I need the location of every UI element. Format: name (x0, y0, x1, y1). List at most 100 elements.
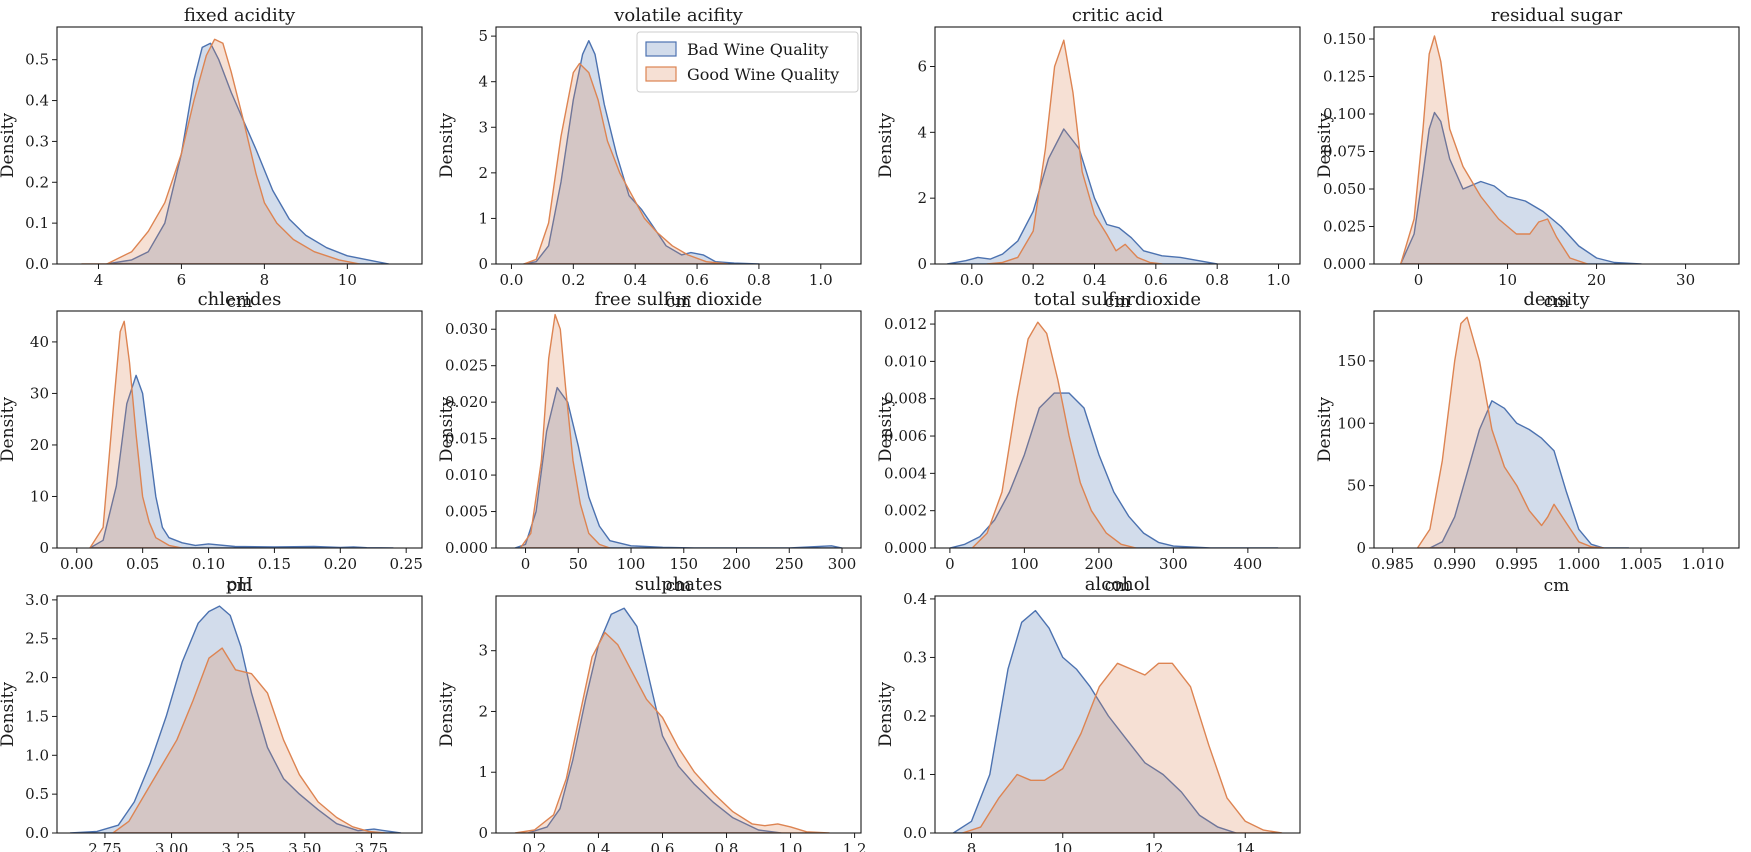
subplot-8: 2.75 3.00 3.25 3.50 3.75 0.0 0.5 1.0 1.5 2.0 2.5 3.… (0, 574, 423, 852)
subplot-title: total sulfurdioxide (1034, 289, 1201, 310)
y-tick-label: 0 (478, 255, 488, 273)
x-axis-label: cm (1544, 292, 1570, 312)
subplot-7: 0.985 0.990 0.995 1.000 1.005 1.010 0 50 100 150 d… (1315, 289, 1740, 596)
x-tick-label: 6 (177, 271, 187, 289)
y-axis-label: Density (1315, 396, 1335, 462)
legend-swatch-good (645, 66, 677, 82)
x-tick-label: 0.4 (1083, 271, 1107, 289)
x-tick-label: 1.010 (1682, 555, 1725, 573)
plot-frame (934, 595, 1301, 834)
y-tick-label: 0.075 (1323, 143, 1366, 161)
y-tick-label: 0.000 (445, 539, 488, 557)
subplot-0: 4 6 8 10 0.0 0.1 0.2 0.3 0.4 0.5 fixed acidity Dens… (0, 5, 423, 312)
x-tick-label: 8 (260, 271, 270, 289)
y-axis-label: Density (876, 681, 896, 747)
x-tick-label: 400 (1234, 555, 1263, 573)
legend-box (636, 31, 859, 93)
y-tick-label: 2 (478, 702, 488, 720)
y-tick-label: 0.025 (1323, 218, 1366, 236)
x-tick-label: 250 (775, 555, 804, 573)
y-tick-label: 3 (478, 642, 488, 660)
subplot-title: volatile acifity (613, 5, 743, 26)
y-tick-label: 1 (478, 763, 488, 781)
x-tick-label: 0.6 (685, 271, 709, 289)
x-tick-label: 100 (617, 555, 646, 573)
x-tick-label: 0.00 (60, 555, 93, 573)
density-area-bad (946, 128, 1218, 264)
subplot-title: free sulfur dioxide (595, 289, 763, 310)
y-tick-label: 3.0 (25, 591, 49, 609)
x-axis-label: cm (1544, 576, 1570, 596)
y-tick-label: 0.012 (884, 315, 927, 333)
x-axis-label: cm (666, 292, 692, 312)
y-axis-label: Density (0, 681, 18, 747)
x-tick-label: 4 (94, 271, 104, 289)
plot-frame (495, 595, 862, 834)
legend: Bad Wine Quality Good Wine Quality (636, 31, 859, 93)
y-axis-label: Density (1315, 112, 1335, 178)
y-axis-label: Density (437, 681, 457, 747)
y-tick-label: 0.050 (1323, 180, 1366, 198)
x-tick-label: 0.2 (1021, 271, 1045, 289)
x-axis-label: cm (227, 292, 253, 312)
density-area-bad (1400, 111, 1642, 264)
y-tick-label: 5 (478, 27, 488, 45)
y-axis-label: Density (0, 112, 18, 178)
x-tick-label: 0.8 (747, 271, 771, 289)
x-tick-label: 10 (338, 271, 357, 289)
y-tick-label: 10 (30, 487, 49, 505)
x-tick-label: 200 (722, 555, 751, 573)
density-area-good (112, 647, 386, 833)
x-tick-label: 0.4 (587, 840, 611, 852)
y-tick-label: 0.0 (25, 824, 49, 842)
y-axis-label: Density (876, 396, 896, 462)
density-area-good (514, 631, 830, 833)
legend-swatch-bad (645, 41, 677, 57)
y-tick-label: 0.010 (445, 466, 488, 484)
x-tick-label: 0.05 (126, 555, 159, 573)
y-tick-label: 0.1 (25, 214, 49, 232)
y-axis-label: Density (437, 112, 457, 178)
x-tick-label: 0.20 (324, 555, 357, 573)
density-area-good (89, 320, 183, 548)
x-tick-label: 200 (1085, 555, 1114, 573)
y-tick-label: 0 (39, 539, 49, 557)
x-tick-label: 0.6 (1144, 271, 1168, 289)
x-axis-label: cm (1105, 292, 1131, 312)
x-tick-label: 0.25 (389, 555, 422, 573)
plot-frame (934, 310, 1301, 549)
y-tick-label: 30 (30, 384, 49, 402)
y-tick-label: 2.0 (25, 669, 49, 687)
x-tick-label: 2.75 (88, 840, 121, 852)
x-tick-label: 300 (1159, 555, 1188, 573)
plot-frame (1373, 26, 1740, 265)
x-tick-label: 1.005 (1619, 555, 1662, 573)
y-tick-label: 0.000 (1323, 255, 1366, 273)
y-tick-label: 50 (1347, 477, 1366, 495)
x-tick-label: 100 (1010, 555, 1039, 573)
y-tick-label: 0.004 (884, 464, 927, 482)
y-tick-label: 0.030 (445, 320, 488, 338)
density-area-good (519, 313, 611, 548)
y-tick-label: 0.150 (1323, 30, 1366, 48)
y-tick-label: 0.008 (884, 390, 927, 408)
x-tick-label: 0.0 (500, 271, 524, 289)
x-tick-label: 0 (1414, 271, 1424, 289)
x-tick-label: 0 (521, 555, 531, 573)
y-tick-label: 0.002 (884, 502, 927, 520)
subplot-title: residual sugar (1491, 5, 1623, 26)
subplot-title: fixed acidity (184, 5, 296, 26)
x-tick-label: 20 (1587, 271, 1606, 289)
x-tick-label: 1.0 (1267, 271, 1291, 289)
subplot-title: sulphates (635, 574, 723, 595)
x-tick-label: 0.2 (561, 271, 585, 289)
plot-frame (1373, 310, 1740, 549)
density-area-bad (523, 40, 760, 264)
plot-frame (56, 26, 423, 265)
x-tick-label: 0.995 (1495, 555, 1538, 573)
x-tick-label: 0.8 (1205, 271, 1229, 289)
density-area-good (523, 62, 729, 264)
y-axis-label: Density (876, 112, 896, 178)
x-tick-label: 50 (569, 555, 588, 573)
